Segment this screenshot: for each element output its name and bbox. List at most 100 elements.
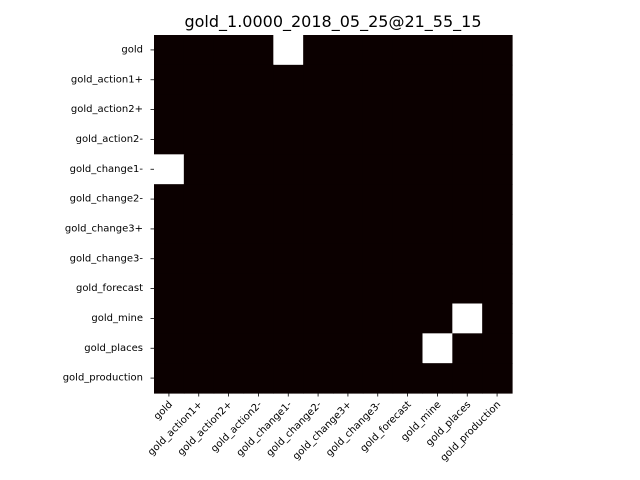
heatmap-cell — [482, 273, 513, 305]
y-tick-label: gold_production — [63, 373, 143, 384]
heatmap-cell — [452, 243, 483, 275]
heatmap-cell — [333, 273, 364, 305]
heatmap-cell — [333, 363, 364, 394]
heatmap-cell — [362, 64, 394, 96]
heatmap-cell — [422, 363, 453, 394]
y-axis: gold gold_action1+ gold_action2+ gold_actio… — [63, 44, 154, 384]
heatmap-cell — [333, 333, 364, 364]
heatmap-cell — [452, 184, 483, 215]
heatmap-cell — [243, 154, 274, 185]
heatmap-cell — [154, 184, 185, 215]
heatmap-cell — [362, 94, 394, 126]
heatmap-cell — [333, 35, 364, 66]
heatmap-cell — [154, 333, 185, 364]
heatmap-cell — [183, 243, 215, 275]
heatmap-cell — [183, 333, 215, 364]
heatmap-cell — [303, 273, 334, 305]
heatmap-cell — [392, 35, 424, 66]
heatmap-cell — [213, 154, 245, 185]
heatmap-cell — [154, 243, 185, 275]
heatmap-cell — [362, 154, 394, 185]
heatmap-cell — [183, 303, 215, 334]
heatmap-cell — [422, 303, 453, 334]
heatmap-cell — [362, 333, 394, 364]
heatmap-cell — [392, 214, 424, 245]
heatmap-cell — [273, 184, 304, 215]
heatmap-cell — [243, 333, 274, 364]
heatmap-cell — [243, 124, 274, 155]
heatmap-cell — [273, 94, 304, 126]
heatmap-cell — [183, 35, 215, 66]
heatmap-cell — [213, 35, 245, 66]
heatmap-cell — [482, 64, 513, 96]
heatmap-cell — [392, 124, 424, 155]
heatmap-cell — [362, 214, 394, 245]
heatmap-cell — [213, 94, 245, 126]
heatmap-cell — [362, 243, 394, 275]
heatmap-cell — [303, 243, 334, 275]
y-tick-label: gold_action2- — [76, 134, 144, 145]
heatmap-cell — [303, 363, 334, 394]
heatmap-cell — [392, 243, 424, 275]
heatmap-cell — [422, 243, 453, 275]
heatmap-cell — [452, 333, 483, 364]
heatmap-cell — [243, 303, 274, 334]
heatmap-cell — [333, 124, 364, 155]
heatmap-cell — [303, 94, 334, 126]
heatmap-cell — [452, 273, 483, 305]
heatmap-cell — [452, 214, 483, 245]
y-tick-label: gold_places — [84, 343, 143, 354]
heatmap-cell — [362, 124, 394, 155]
heatmap-cell — [154, 303, 185, 334]
y-tick-label: gold_action1+ — [71, 74, 143, 85]
heatmap-cell — [273, 154, 304, 185]
heatmap-cell — [273, 35, 304, 66]
heatmap-cell — [482, 35, 513, 66]
heatmap-cell — [362, 363, 394, 394]
x-tick-label: gold_action2+ — [176, 399, 235, 458]
heatmap-cell — [273, 214, 304, 245]
heatmap-cell — [213, 243, 245, 275]
heatmap-cell — [362, 184, 394, 215]
heatmap-cell — [482, 363, 513, 394]
heatmap-cell — [422, 35, 453, 66]
heatmap-cell — [452, 363, 483, 394]
heatmap-cell — [154, 154, 185, 185]
x-axis: goldgold_action1+gold_action2+gold_actio… — [146, 393, 503, 464]
y-tick-label: gold_change1- — [70, 164, 144, 175]
heatmap-cell — [213, 333, 245, 364]
heatmap-cell — [183, 124, 215, 155]
heatmap-cell — [243, 94, 274, 126]
heatmap-cell — [154, 94, 185, 126]
heatmap-cell — [482, 333, 513, 364]
heatmap-cell — [273, 303, 304, 334]
heatmap-cell — [422, 214, 453, 245]
heatmap-cell — [243, 184, 274, 215]
heatmap-cell — [392, 333, 424, 364]
heatmap-cell — [243, 64, 274, 96]
heatmap-cell — [243, 214, 274, 245]
heatmap-cell — [452, 303, 483, 334]
chart-title: gold_1.0000_2018_05_25@21_55_15 — [184, 12, 481, 32]
heatmap-cell — [333, 154, 364, 185]
heatmap-cell — [422, 94, 453, 126]
heatmap-cell — [422, 184, 453, 215]
heatmap-cell — [452, 154, 483, 185]
heatmap-cell — [303, 64, 334, 96]
heatmap-cell — [183, 184, 215, 215]
heatmap-cell — [362, 273, 394, 305]
y-tick-label: gold_change2- — [70, 194, 144, 205]
heatmap-cell — [392, 273, 424, 305]
heatmap-cell — [392, 154, 424, 185]
heatmap-cell — [154, 124, 185, 155]
heatmap-cell — [273, 243, 304, 275]
y-tick-label: gold_action2+ — [71, 104, 143, 115]
heatmap-cell — [333, 303, 364, 334]
heatmap-cell — [333, 64, 364, 96]
heatmap-cell — [422, 273, 453, 305]
heatmap-cell — [482, 184, 513, 215]
heatmap-cell — [273, 64, 304, 96]
heatmap-cell — [273, 363, 304, 394]
y-tick-label: gold_change3- — [70, 253, 144, 264]
heatmap-cell — [392, 94, 424, 126]
